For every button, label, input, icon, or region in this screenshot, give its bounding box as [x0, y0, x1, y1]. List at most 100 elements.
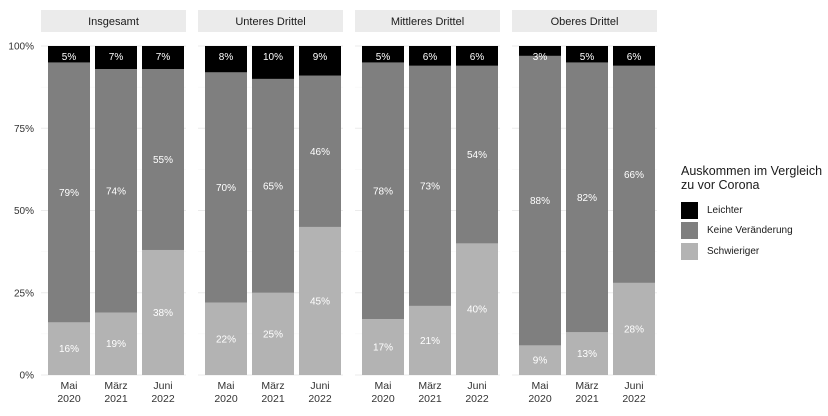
legend-title-line-2: zu vor Corona	[681, 178, 760, 192]
bar-data-label: 38%	[153, 308, 173, 319]
legend-item-keine-veraenderung: Keine Veränderung	[681, 221, 828, 242]
bar-data-label: 65%	[263, 181, 283, 192]
x-tick-label-line1: Juni	[153, 380, 172, 392]
bar-segment	[48, 46, 90, 63]
bar-segment	[142, 69, 184, 250]
x-tick-label-line1: März	[104, 380, 127, 392]
x-tick-label-line2: 2020	[371, 393, 395, 405]
bar-data-label: 5%	[376, 52, 391, 63]
x-tick-label-line2: 2020	[528, 393, 552, 405]
bar-data-label: 28%	[624, 324, 644, 335]
y-tick-label: 50%	[14, 206, 34, 217]
y-tick-label: 75%	[14, 124, 34, 135]
bar-segment	[566, 332, 608, 375]
legend-item-leichter: Leichter	[681, 200, 828, 221]
bar-data-label: 6%	[423, 52, 438, 63]
bar-data-label: 5%	[62, 52, 77, 63]
x-tick-label-line2: 2022	[465, 393, 489, 405]
bar-segment	[456, 65, 498, 244]
bar-data-label: 73%	[420, 181, 440, 192]
bar-segment	[48, 322, 90, 375]
bar-data-label: 88%	[530, 196, 550, 207]
bar-segment	[613, 282, 655, 375]
bar-data-label: 46%	[310, 147, 330, 158]
legend-label-leichter: Leichter	[707, 204, 743, 216]
y-tick-label: 0%	[20, 371, 35, 382]
x-tick-label-line1: Juni	[467, 380, 486, 392]
bar-data-label: 45%	[310, 296, 330, 307]
bar-data-label: 8%	[219, 52, 234, 63]
bar-data-label: 55%	[153, 155, 173, 166]
bar-segment	[613, 65, 655, 283]
facet-title: Insgesamt	[88, 16, 139, 28]
bar-segment	[362, 46, 404, 63]
facet-title: Oberes Drittel	[551, 16, 619, 28]
facet-strip	[355, 10, 500, 32]
bar-segment	[519, 55, 561, 346]
bar-data-label: 16%	[59, 344, 79, 355]
facet-strip	[41, 10, 186, 32]
x-tick-label-line1: März	[261, 380, 284, 392]
facet-title: Mittleres Drittel	[391, 16, 464, 28]
bar-segment	[519, 46, 561, 56]
x-tick-label-line1: Mai	[532, 380, 549, 392]
bar-segment	[409, 65, 451, 306]
bar-segment	[299, 75, 341, 227]
bar-data-label: 9%	[313, 52, 328, 63]
legend-label-schwieriger: Schwieriger	[707, 245, 760, 257]
bar-segment	[252, 46, 294, 79]
facet-strip	[198, 10, 343, 32]
bar-segment	[409, 305, 451, 375]
bar-data-label: 3%	[533, 52, 548, 63]
bar-data-label: 74%	[106, 186, 126, 197]
y-tick-label: 100%	[8, 42, 34, 53]
bar-data-label: 78%	[373, 186, 393, 197]
bar-data-label: 54%	[467, 150, 487, 161]
bar-data-label: 66%	[624, 170, 644, 181]
bar-segment	[456, 46, 498, 66]
bar-segment	[205, 46, 247, 73]
bar-data-label: 7%	[109, 52, 124, 63]
bar-data-label: 40%	[467, 305, 487, 316]
bar-segment	[205, 302, 247, 375]
x-tick-label-line2: 2022	[151, 393, 175, 405]
x-tick-label-line1: März	[575, 380, 598, 392]
bar-segment	[95, 46, 137, 70]
x-tick-label-line1: Juni	[310, 380, 329, 392]
x-tick-label-line1: Juni	[624, 380, 643, 392]
bar-segment	[409, 46, 451, 66]
bar-data-label: 6%	[470, 52, 485, 63]
legend-swatch-keine-veraenderung	[681, 222, 698, 240]
facet-title: Unteres Drittel	[235, 16, 305, 28]
legend-label-keine-veraenderung: Keine Veränderung	[707, 225, 793, 237]
x-tick-label-line2: 2022	[622, 393, 646, 405]
bar-data-label: 21%	[420, 336, 440, 347]
bar-data-label: 22%	[216, 334, 236, 345]
bar-segment	[252, 78, 294, 293]
legend: Auskommen im Vergleich zu vor Corona Lei…	[681, 164, 828, 262]
x-tick-label-line2: 2021	[104, 393, 128, 405]
bar-segment	[299, 226, 341, 375]
x-tick-label-line2: 2022	[308, 393, 332, 405]
bar-segment	[519, 345, 561, 375]
facet-strip	[512, 10, 657, 32]
legend-title: Auskommen im Vergleich zu vor Corona	[681, 164, 828, 192]
bar-segment	[613, 46, 655, 66]
bar-data-label: 7%	[156, 52, 171, 63]
x-tick-label-line1: März	[418, 380, 441, 392]
bar-data-label: 25%	[263, 329, 283, 340]
bar-segment	[95, 69, 137, 313]
x-tick-label-line2: 2021	[418, 393, 442, 405]
legend-title-line-1: Auskommen im Vergleich	[681, 164, 823, 178]
bar-data-label: 19%	[106, 339, 126, 350]
bar-data-label: 17%	[373, 343, 393, 354]
bar-data-label: 79%	[59, 188, 79, 199]
bar-segment	[456, 243, 498, 375]
x-tick-label-line1: Mai	[218, 380, 235, 392]
x-tick-label-line2: 2021	[575, 393, 599, 405]
x-tick-label-line1: Mai	[61, 380, 78, 392]
bar-data-label: 6%	[627, 52, 642, 63]
bar-segment	[566, 62, 608, 333]
bar-segment	[566, 46, 608, 63]
